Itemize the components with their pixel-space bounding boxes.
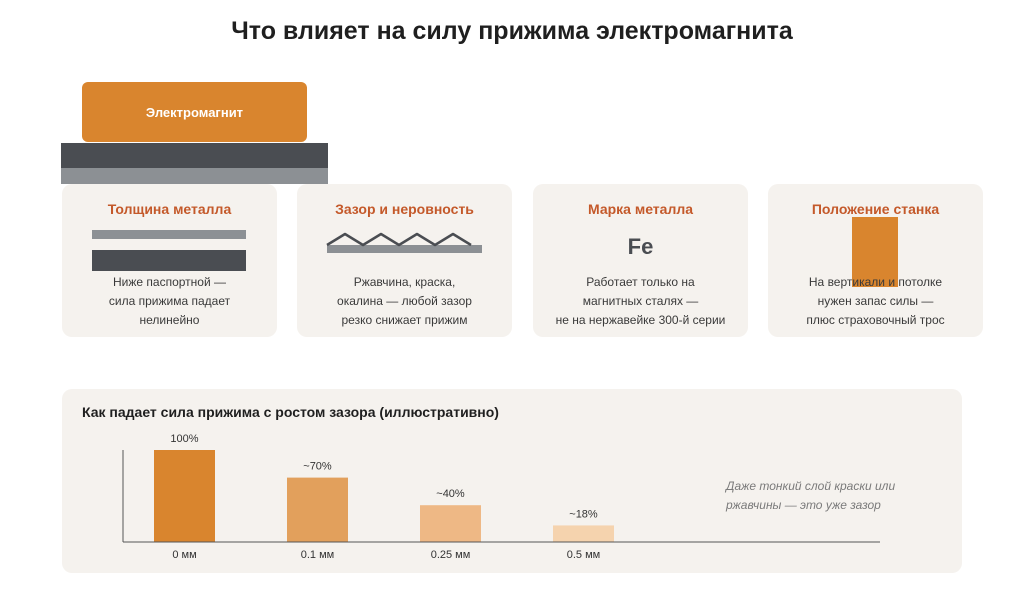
card-description: На вертикали и потолке нужен запас силы … xyxy=(768,273,983,330)
x-tick-label: 0.1 мм xyxy=(301,549,334,561)
card-text-line: плюс страховочный трос xyxy=(806,313,945,327)
card-machine-position: Положение станка На вертикали и потолке … xyxy=(768,184,983,337)
bar-value-label: ~18% xyxy=(569,508,598,520)
card-text-line: сила прижима падает xyxy=(108,294,231,308)
card-text-line: нужен запас силы — xyxy=(817,294,934,308)
annotation-line: ржавчины — это уже зазор xyxy=(726,498,881,512)
x-tick-label: 0.5 мм xyxy=(567,549,600,561)
chart-panel: Как падает сила прижима с ростом зазора … xyxy=(62,389,962,573)
metal-plate-top xyxy=(61,143,328,168)
card-text-line: нелинейно xyxy=(139,313,200,327)
card-description: Работает только на магнитных сталях — не… xyxy=(533,273,748,330)
metal-thickness-icon xyxy=(92,230,246,271)
chart-bar xyxy=(553,525,614,542)
annotation-line: Даже тонкий слой краски или xyxy=(726,479,896,493)
card-text-line: магнитных сталях — xyxy=(582,294,699,308)
electromagnet-block: Электромагнит xyxy=(82,82,307,142)
card-text-line: не на нержавейке 300-й серии xyxy=(555,313,726,327)
card-description: Ржавчина, краска, окалина — любой зазор … xyxy=(297,273,512,330)
chart-bar xyxy=(287,477,348,542)
electromagnet-label: Электромагнит xyxy=(145,104,244,120)
vertical-position-icon xyxy=(852,217,898,287)
bar-value-label: ~70% xyxy=(303,461,332,473)
card-text-line: окалина — любой зазор xyxy=(337,294,472,308)
card-text-line: Ржавчина, краска, xyxy=(353,275,456,289)
chart-annotation: Даже тонкий слой краски или ржавчины — э… xyxy=(726,477,936,515)
bar-value-label: 100% xyxy=(170,433,198,445)
card-metal-grade: Марка металла Fe Работает только на магн… xyxy=(533,184,748,337)
card-metal-thickness: Толщина металла Ниже паспортной — сила п… xyxy=(62,184,277,337)
card-text-line: резко снижает прижим xyxy=(341,313,468,327)
card-text-line: На вертикали и потолке xyxy=(808,275,943,289)
card-title: Зазор и неровность xyxy=(335,201,474,217)
card-text-line: Ниже паспортной — xyxy=(113,275,226,289)
card-gap: Зазор и неровность Ржавчина, краска, ока… xyxy=(297,184,512,337)
card-title: Толщина металла xyxy=(107,201,232,217)
card-text-line: Работает только на xyxy=(586,275,695,289)
metal-plate-bottom xyxy=(61,168,328,184)
x-tick-label: 0.25 мм xyxy=(431,549,471,561)
page-title: Что влияет на силу прижима электромагнит… xyxy=(231,17,793,45)
chart-bar xyxy=(420,505,481,542)
chart-bar xyxy=(154,450,215,542)
gap-zigzag-icon xyxy=(326,232,482,253)
card-title: Марка металла xyxy=(587,201,694,217)
card-description: Ниже паспортной — сила прижима падает не… xyxy=(62,273,277,330)
chart-title: Как падает сила прижима с ростом зазора … xyxy=(82,404,499,420)
iron-symbol: Fe xyxy=(627,234,654,259)
bar-value-label: ~40% xyxy=(436,488,465,500)
card-title: Положение станка xyxy=(811,201,940,217)
bar-chart: 100% 0 мм ~70% 0.1 мм ~40% 0.25 мм ~18% 0.5 мм xyxy=(122,433,880,561)
x-tick-label: 0 мм xyxy=(172,549,196,561)
